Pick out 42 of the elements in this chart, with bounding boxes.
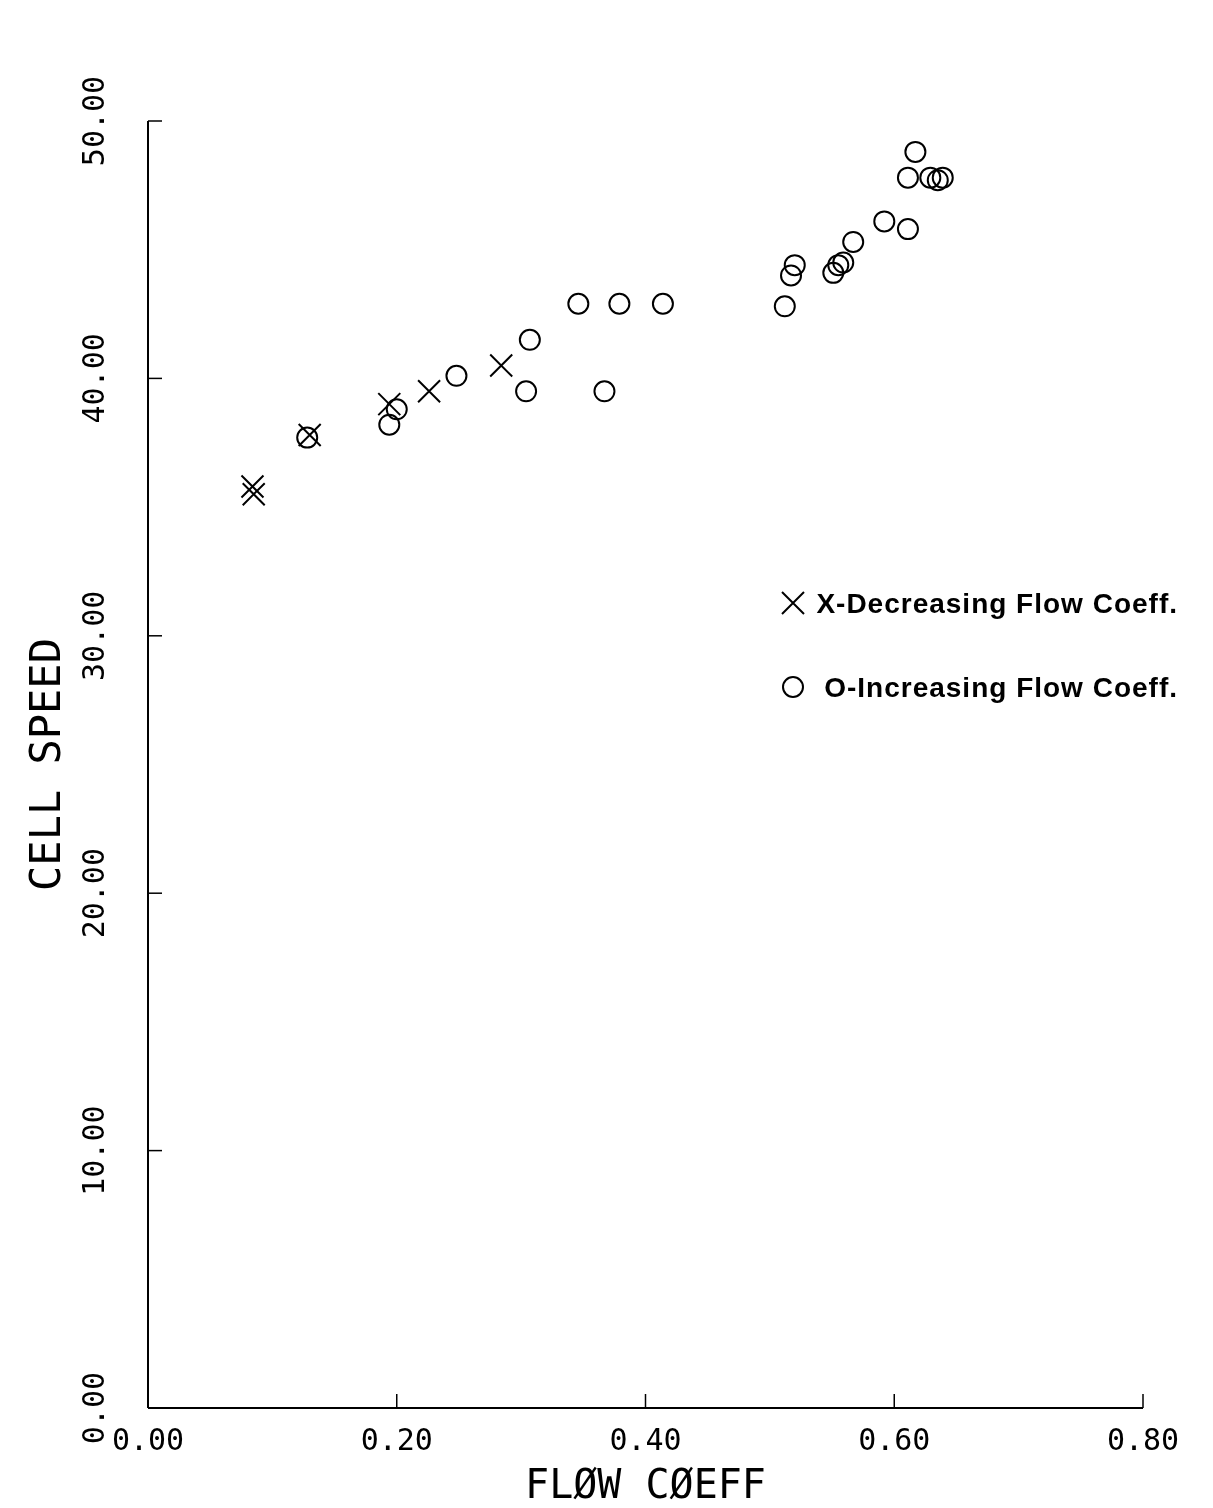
x-tick-label: 0.60	[858, 1422, 931, 1457]
y-tick-label: 50.00	[76, 75, 111, 167]
y-tick-label: 10.00	[76, 1105, 111, 1196]
x-axis-title: FLØW CØEFF	[525, 1461, 766, 1507]
x-tick-label: 0.00	[111, 1422, 185, 1457]
x-tick-label: 0.20	[360, 1422, 433, 1457]
y-tick-label: 40.00	[76, 333, 111, 424]
point	[931, 166, 954, 189]
point	[241, 482, 266, 507]
point	[904, 140, 927, 163]
point	[240, 474, 265, 499]
legend-label: O-Increasing Flow Coeff.	[824, 672, 1178, 703]
point	[593, 380, 616, 403]
point	[567, 292, 590, 315]
point	[489, 353, 514, 378]
point	[780, 264, 803, 287]
y-tick-label: 30.00	[76, 590, 111, 681]
point	[518, 328, 541, 351]
x-tick-label: 0.40	[609, 1422, 682, 1457]
point	[832, 251, 855, 274]
point	[608, 292, 631, 315]
point	[926, 169, 949, 192]
point	[377, 392, 402, 417]
point	[896, 166, 919, 189]
point	[515, 380, 538, 403]
point	[842, 230, 865, 253]
point	[873, 210, 896, 233]
point	[445, 364, 468, 387]
point	[822, 261, 845, 284]
y-axis-title: CELL SPEED	[21, 638, 70, 891]
point	[651, 292, 674, 315]
point	[896, 218, 919, 241]
point	[919, 166, 942, 189]
legend-label: X-Decreasing Flow Coeff.	[816, 588, 1178, 619]
point	[827, 254, 850, 277]
y-tick-label: 20.00	[76, 848, 111, 939]
point	[385, 398, 408, 421]
point	[417, 379, 442, 404]
point	[783, 254, 806, 277]
x-tick-label: 0.80	[1106, 1422, 1180, 1457]
point	[378, 413, 401, 436]
point	[773, 295, 796, 318]
